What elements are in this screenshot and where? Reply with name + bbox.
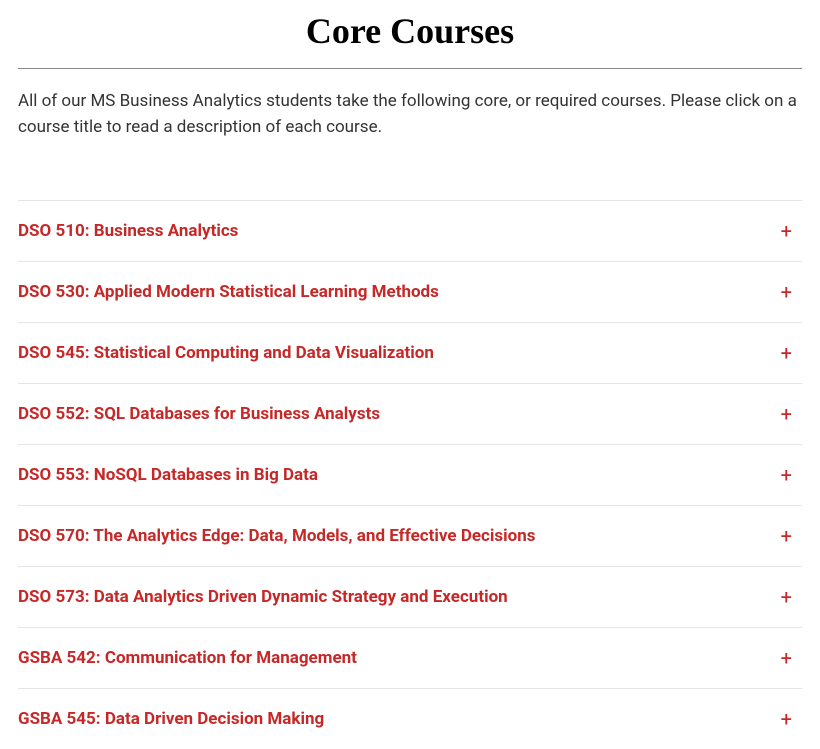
plus-icon: + — [781, 282, 798, 302]
accordion-item: DSO 510: Business Analytics + — [18, 200, 802, 261]
accordion-item: DSO 573: Data Analytics Driven Dynamic S… — [18, 566, 802, 627]
course-title: DSO 510: Business Analytics — [18, 221, 238, 241]
accordion-header[interactable]: DSO 570: The Analytics Edge: Data, Model… — [18, 506, 802, 566]
accordion-header[interactable]: GSBA 542: Communication for Management + — [18, 628, 802, 688]
plus-icon: + — [781, 343, 798, 363]
accordion-header[interactable]: DSO 573: Data Analytics Driven Dynamic S… — [18, 567, 802, 627]
plus-icon: + — [781, 221, 798, 241]
course-title: DSO 573: Data Analytics Driven Dynamic S… — [18, 587, 508, 607]
accordion-header[interactable]: DSO 552: SQL Databases for Business Anal… — [18, 384, 802, 444]
course-title: DSO 570: The Analytics Edge: Data, Model… — [18, 526, 536, 546]
plus-icon: + — [781, 709, 798, 729]
plus-icon: + — [781, 404, 798, 424]
accordion-item: DSO 552: SQL Databases for Business Anal… — [18, 383, 802, 444]
accordion-header[interactable]: GSBA 545: Data Driven Decision Making + — [18, 689, 802, 749]
accordion-header[interactable]: DSO 553: NoSQL Databases in Big Data + — [18, 445, 802, 505]
course-title: GSBA 545: Data Driven Decision Making — [18, 709, 324, 729]
course-title: DSO 545: Statistical Computing and Data … — [18, 343, 434, 363]
accordion-item: DSO 530: Applied Modern Statistical Lear… — [18, 261, 802, 322]
course-accordion: DSO 510: Business Analytics + DSO 530: A… — [18, 200, 802, 749]
course-title: GSBA 542: Communication for Management — [18, 648, 357, 668]
title-divider — [18, 68, 802, 69]
course-title: DSO 552: SQL Databases for Business Anal… — [18, 404, 380, 424]
intro-paragraph: All of our MS Business Analytics student… — [18, 89, 802, 140]
course-title: DSO 530: Applied Modern Statistical Lear… — [18, 282, 439, 302]
plus-icon: + — [781, 587, 798, 607]
accordion-item: DSO 545: Statistical Computing and Data … — [18, 322, 802, 383]
accordion-item: DSO 553: NoSQL Databases in Big Data + — [18, 444, 802, 505]
plus-icon: + — [781, 465, 798, 485]
course-title: DSO 553: NoSQL Databases in Big Data — [18, 465, 318, 485]
plus-icon: + — [781, 526, 798, 546]
accordion-item: GSBA 545: Data Driven Decision Making + — [18, 688, 802, 749]
accordion-item: DSO 570: The Analytics Edge: Data, Model… — [18, 505, 802, 566]
accordion-header[interactable]: DSO 545: Statistical Computing and Data … — [18, 323, 802, 383]
accordion-header[interactable]: DSO 530: Applied Modern Statistical Lear… — [18, 262, 802, 322]
plus-icon: + — [781, 648, 798, 668]
accordion-item: GSBA 542: Communication for Management + — [18, 627, 802, 688]
page-title: Core Courses — [18, 10, 802, 68]
accordion-header[interactable]: DSO 510: Business Analytics + — [18, 201, 802, 261]
